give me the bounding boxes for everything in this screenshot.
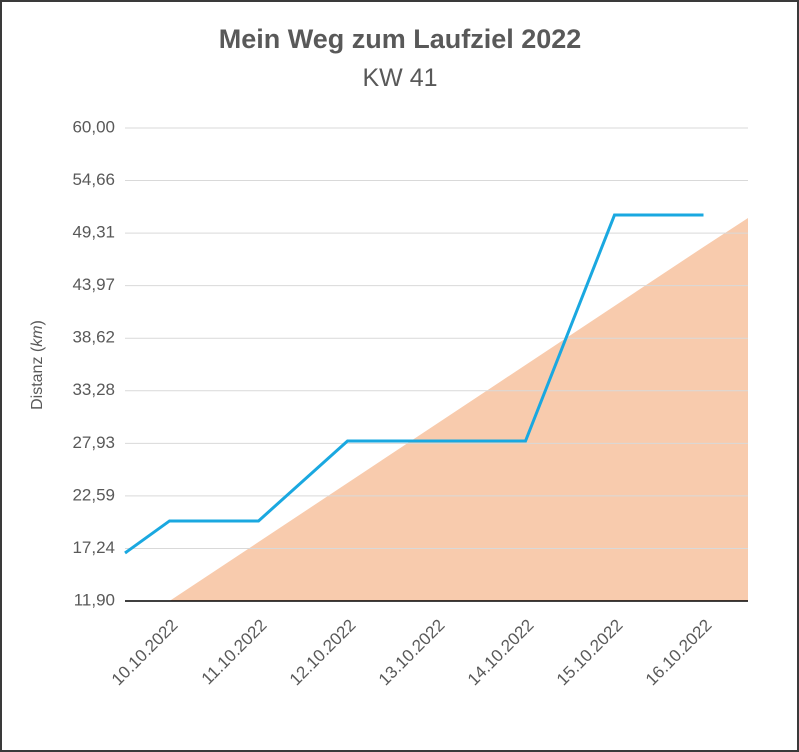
y-tick-label: 60,00 — [72, 117, 115, 136]
y-tick-label: 27,93 — [72, 433, 115, 452]
y-tick-label: 22,59 — [72, 485, 115, 504]
y-tick-label: 17,24 — [72, 538, 115, 557]
line — [124, 213, 704, 555]
y-tick-label: 43,97 — [72, 275, 115, 294]
chart-subtitle: KW 41 — [362, 64, 437, 92]
y-axis-title-part: ) — [29, 320, 46, 325]
y-tick-label: 33,28 — [72, 380, 115, 399]
chart-title: Mein Weg zum Laufziel 2022 — [219, 24, 582, 54]
y-axis-title-part: Distanz ( — [29, 346, 46, 410]
y-axis-title-unit: km — [29, 325, 46, 346]
y-tick-label: 38,62 — [72, 328, 115, 347]
y-axis-title: Distanz (km) — [29, 320, 46, 410]
y-tick-label: 49,31 — [72, 223, 115, 242]
area — [169, 217, 748, 602]
y-tick-label: 54,66 — [72, 170, 115, 189]
y-tick-label: 11,90 — [74, 590, 115, 609]
